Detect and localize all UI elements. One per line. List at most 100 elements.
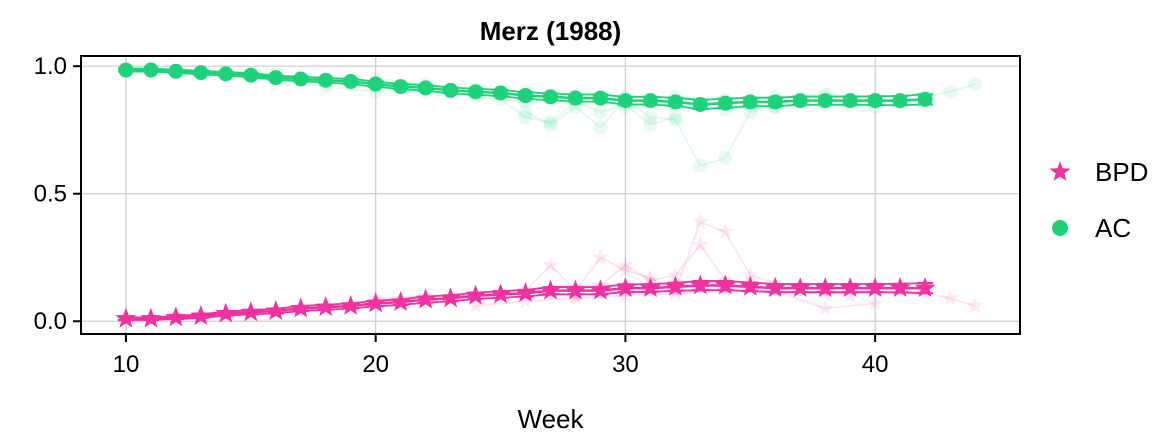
data-point (617, 93, 633, 109)
data-point (667, 94, 683, 110)
faint-curve (525, 98, 776, 167)
data-point (415, 288, 437, 309)
data-point (792, 93, 808, 109)
data-point (864, 277, 886, 297)
data-point (543, 89, 558, 105)
data-point (490, 283, 511, 304)
faint-point (616, 256, 634, 273)
y-tick-label: 0.0 (34, 308, 67, 335)
data-point (493, 85, 509, 101)
faint-point (691, 235, 709, 252)
faint-point (741, 266, 759, 283)
faint-point (841, 286, 859, 303)
data-point (140, 307, 162, 328)
faint-point (816, 299, 834, 316)
faint-point (467, 296, 485, 314)
data-point (243, 67, 259, 83)
data-point (443, 82, 459, 98)
data-point (889, 277, 911, 297)
faint-curve (499, 98, 676, 126)
data-point (318, 72, 334, 88)
faint-point (616, 286, 634, 303)
x-tick-label: 40 (862, 351, 889, 378)
data-point (165, 306, 187, 327)
data-point (664, 275, 686, 296)
faint-point (517, 291, 535, 309)
faint-point (541, 256, 560, 273)
data-point (917, 91, 933, 107)
legend-marker (1052, 220, 1068, 236)
data-point (215, 302, 237, 323)
x-axis-title: Week (518, 404, 585, 434)
data-point (368, 76, 384, 92)
data-point (168, 63, 184, 79)
faint-point (641, 268, 659, 286)
data-point (767, 94, 783, 110)
faint-point (693, 158, 708, 173)
data-point (293, 71, 309, 87)
data-point (290, 297, 312, 318)
data-point (839, 277, 861, 297)
axis-ticks: 10 20 30 40 0.0 0.5 1.0 (34, 53, 889, 378)
data-point (592, 90, 608, 106)
faint-curve (475, 289, 876, 310)
faint-point (543, 117, 558, 132)
data-point (365, 292, 387, 313)
data-point (639, 277, 661, 297)
data-point (515, 282, 536, 303)
faint-point (566, 289, 584, 306)
faint-point (616, 261, 634, 278)
data-point (465, 284, 486, 305)
data-point (115, 307, 137, 328)
data-point (714, 274, 736, 295)
data-point (739, 275, 761, 296)
faint-point (966, 296, 984, 314)
data-point (390, 291, 412, 311)
data-point (742, 94, 758, 110)
data-point (468, 84, 484, 100)
faint-point (718, 151, 733, 166)
data-point (789, 277, 811, 297)
faint-point (691, 212, 709, 230)
faint-point (591, 248, 609, 265)
data-point (590, 279, 611, 300)
faint-point (716, 223, 734, 240)
data-point (842, 93, 858, 109)
x-tick-label: 10 (113, 351, 140, 378)
legend: BPD AC (1049, 157, 1148, 243)
data-point (143, 62, 159, 78)
x-tick-label: 30 (612, 351, 639, 378)
faint-point (643, 117, 658, 132)
y-tick-label: 1.0 (34, 53, 67, 80)
data-point (268, 70, 284, 86)
data-point (440, 287, 462, 308)
faint-point (593, 105, 608, 120)
faint-point (743, 105, 758, 120)
data-point (340, 294, 362, 315)
data-point (814, 277, 836, 297)
legend-label: AC (1095, 213, 1131, 243)
data-point (914, 277, 936, 297)
data-point (218, 66, 234, 82)
data-point (540, 279, 561, 300)
faint-point (666, 284, 684, 301)
legend-label: BPD (1095, 157, 1148, 187)
faint-point (668, 112, 683, 127)
data-point (867, 93, 883, 109)
faint-point (941, 289, 959, 306)
data-point (190, 305, 212, 325)
data-point (418, 80, 434, 96)
chart-title: Merz (1988) (480, 16, 622, 46)
data-point (118, 62, 134, 78)
series-layer (115, 62, 936, 328)
data-point (692, 96, 708, 112)
faint-point (518, 105, 533, 120)
faint-point (943, 84, 958, 99)
faint-point (518, 110, 533, 125)
data-point (689, 274, 711, 295)
faint-point (968, 77, 983, 92)
data-point (343, 74, 359, 90)
data-point (567, 90, 583, 106)
faint-point (866, 294, 884, 311)
y-tick-label: 0.5 (34, 181, 67, 208)
